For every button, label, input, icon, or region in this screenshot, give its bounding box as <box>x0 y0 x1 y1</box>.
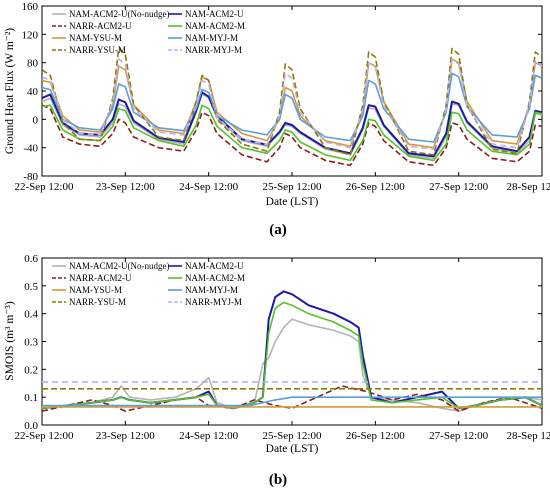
x-tick-label: 26-Sep 12:00 <box>346 430 405 442</box>
series-line-nam-acm2-u-no-nudge- <box>42 93 542 160</box>
x-tick-label: 25-Sep 12:00 <box>263 430 322 442</box>
y-tick-label: 160 <box>22 1 39 13</box>
series-line-narr-ysu-m <box>42 47 542 156</box>
legend-entry: NAM-ACM2-M <box>185 273 245 283</box>
legend-entry: NAM-YSU-M <box>69 33 122 43</box>
legend-entry: NARR-MYJ-M <box>185 45 242 55</box>
series-line-narr-acm2-u <box>42 385 542 412</box>
y-tick-label: 0.6 <box>24 253 38 265</box>
x-tick-label: 23-Sep 12:00 <box>96 430 155 442</box>
panel-label-a: (a) <box>269 222 287 238</box>
y-tick-label: 0.3 <box>24 337 38 349</box>
y-tick-label: 0.2 <box>24 364 38 376</box>
series-lines-b <box>42 290 542 412</box>
legend-a: NAM-ACM2-U(No-nudge) NAM-ACM2-U NARR-ACM2-… <box>52 9 245 55</box>
series-line-nam-acm2-m <box>42 104 542 162</box>
series-line-nam-myj-m <box>42 396 542 407</box>
y-tick-label: 120 <box>22 29 39 41</box>
axes-a: -80 -40 0 40 80 120 160 22-Sep 12:00 23-Sep 12:0… <box>15 1 550 193</box>
chart-panel-b: 0.0 0.1 0.2 0.3 0.4 0.5 0.6 22-Sep 12:00 23-Sep … <box>4 253 550 488</box>
series-line-nam-acm2-u <box>42 91 542 158</box>
y-tick-label: 0.1 <box>24 392 38 404</box>
legend-entry: NAM-MYJ-M <box>185 285 238 295</box>
legend-entry: NAM-MYJ-M <box>185 33 238 43</box>
x-tick-label: 25-Sep 12:00 <box>263 181 322 193</box>
legend-b: NAM-ACM2-U(No-nudge) NAM-ACM2-U NARR-ACM2-… <box>52 261 245 307</box>
x-tick-label: 24-Sep 12:00 <box>179 430 238 442</box>
legend-entry: NARR-ACM2-U <box>69 273 132 283</box>
legend-entry: NAM-ACM2-U <box>185 9 244 19</box>
series-line-narr-acm2-u <box>42 104 542 167</box>
panel-label-b: (b) <box>269 472 287 488</box>
y-tick-label: -40 <box>23 143 38 155</box>
y-tick-label: 80 <box>27 58 39 70</box>
legend-entry: NARR-YSU-M <box>69 297 126 307</box>
y-tick-label: 0.4 <box>24 309 38 321</box>
series-lines-a <box>42 47 542 167</box>
legend-entry: NARR-MYJ-M <box>185 297 242 307</box>
x-tick-label: 22-Sep 12:00 <box>15 430 74 442</box>
y-axis-label-a: Ground Heat Flux (W m⁻²) <box>4 28 16 154</box>
legend-entry: NAM-ACM2-U(No-nudge) <box>69 9 170 19</box>
y-tick-label: 0.0 <box>24 420 38 432</box>
series-line-narr-myj-m <box>42 58 542 150</box>
legend-entry: NAM-ACM2-M <box>185 21 245 31</box>
legend-entry: NARR-YSU-M <box>69 45 126 55</box>
x-tick-label: 27-Sep 12:00 <box>429 430 488 442</box>
x-axis-label-a: Date (LST) <box>266 196 319 208</box>
x-tick-label: 27-Sep 12:00 <box>429 181 488 193</box>
axes-b: 0.0 0.1 0.2 0.3 0.4 0.5 0.6 22-Sep 12:00 23-Sep … <box>15 253 550 442</box>
legend-entry: NAM-ACM2-U(No-nudge) <box>69 261 170 271</box>
series-line-nam-myj-m <box>42 72 542 143</box>
x-axis-label-b: Date (LST) <box>266 443 319 455</box>
y-tick-label: -80 <box>23 171 38 183</box>
chart-panel-a: -80 -40 0 40 80 120 160 22-Sep 12:00 23-Sep 12:0… <box>4 1 550 238</box>
series-line-nam-ysu-m <box>42 58 542 149</box>
y-axis-label-b: SMOIS (m³ m⁻³) <box>4 301 16 381</box>
x-tick-label: 24-Sep 12:00 <box>179 181 238 193</box>
x-tick-label: 22-Sep 12:00 <box>15 181 74 193</box>
legend-entry: NAM-ACM2-U <box>185 261 244 271</box>
x-tick-label: 28-Sep 12:00 <box>507 181 550 193</box>
x-tick-label: 23-Sep 12:00 <box>96 181 155 193</box>
x-tick-label: 28-Sep 12:00 <box>507 430 550 442</box>
plot-frame-b <box>41 257 543 426</box>
x-tick-label: 26-Sep 12:00 <box>346 181 405 193</box>
y-tick-label: 0.5 <box>24 281 38 293</box>
y-tick-label: 0 <box>33 114 39 126</box>
legend-entry: NAM-YSU-M <box>69 285 122 295</box>
y-tick-label: 40 <box>27 86 39 98</box>
legend-entry: NARR-ACM2-U <box>69 21 132 31</box>
